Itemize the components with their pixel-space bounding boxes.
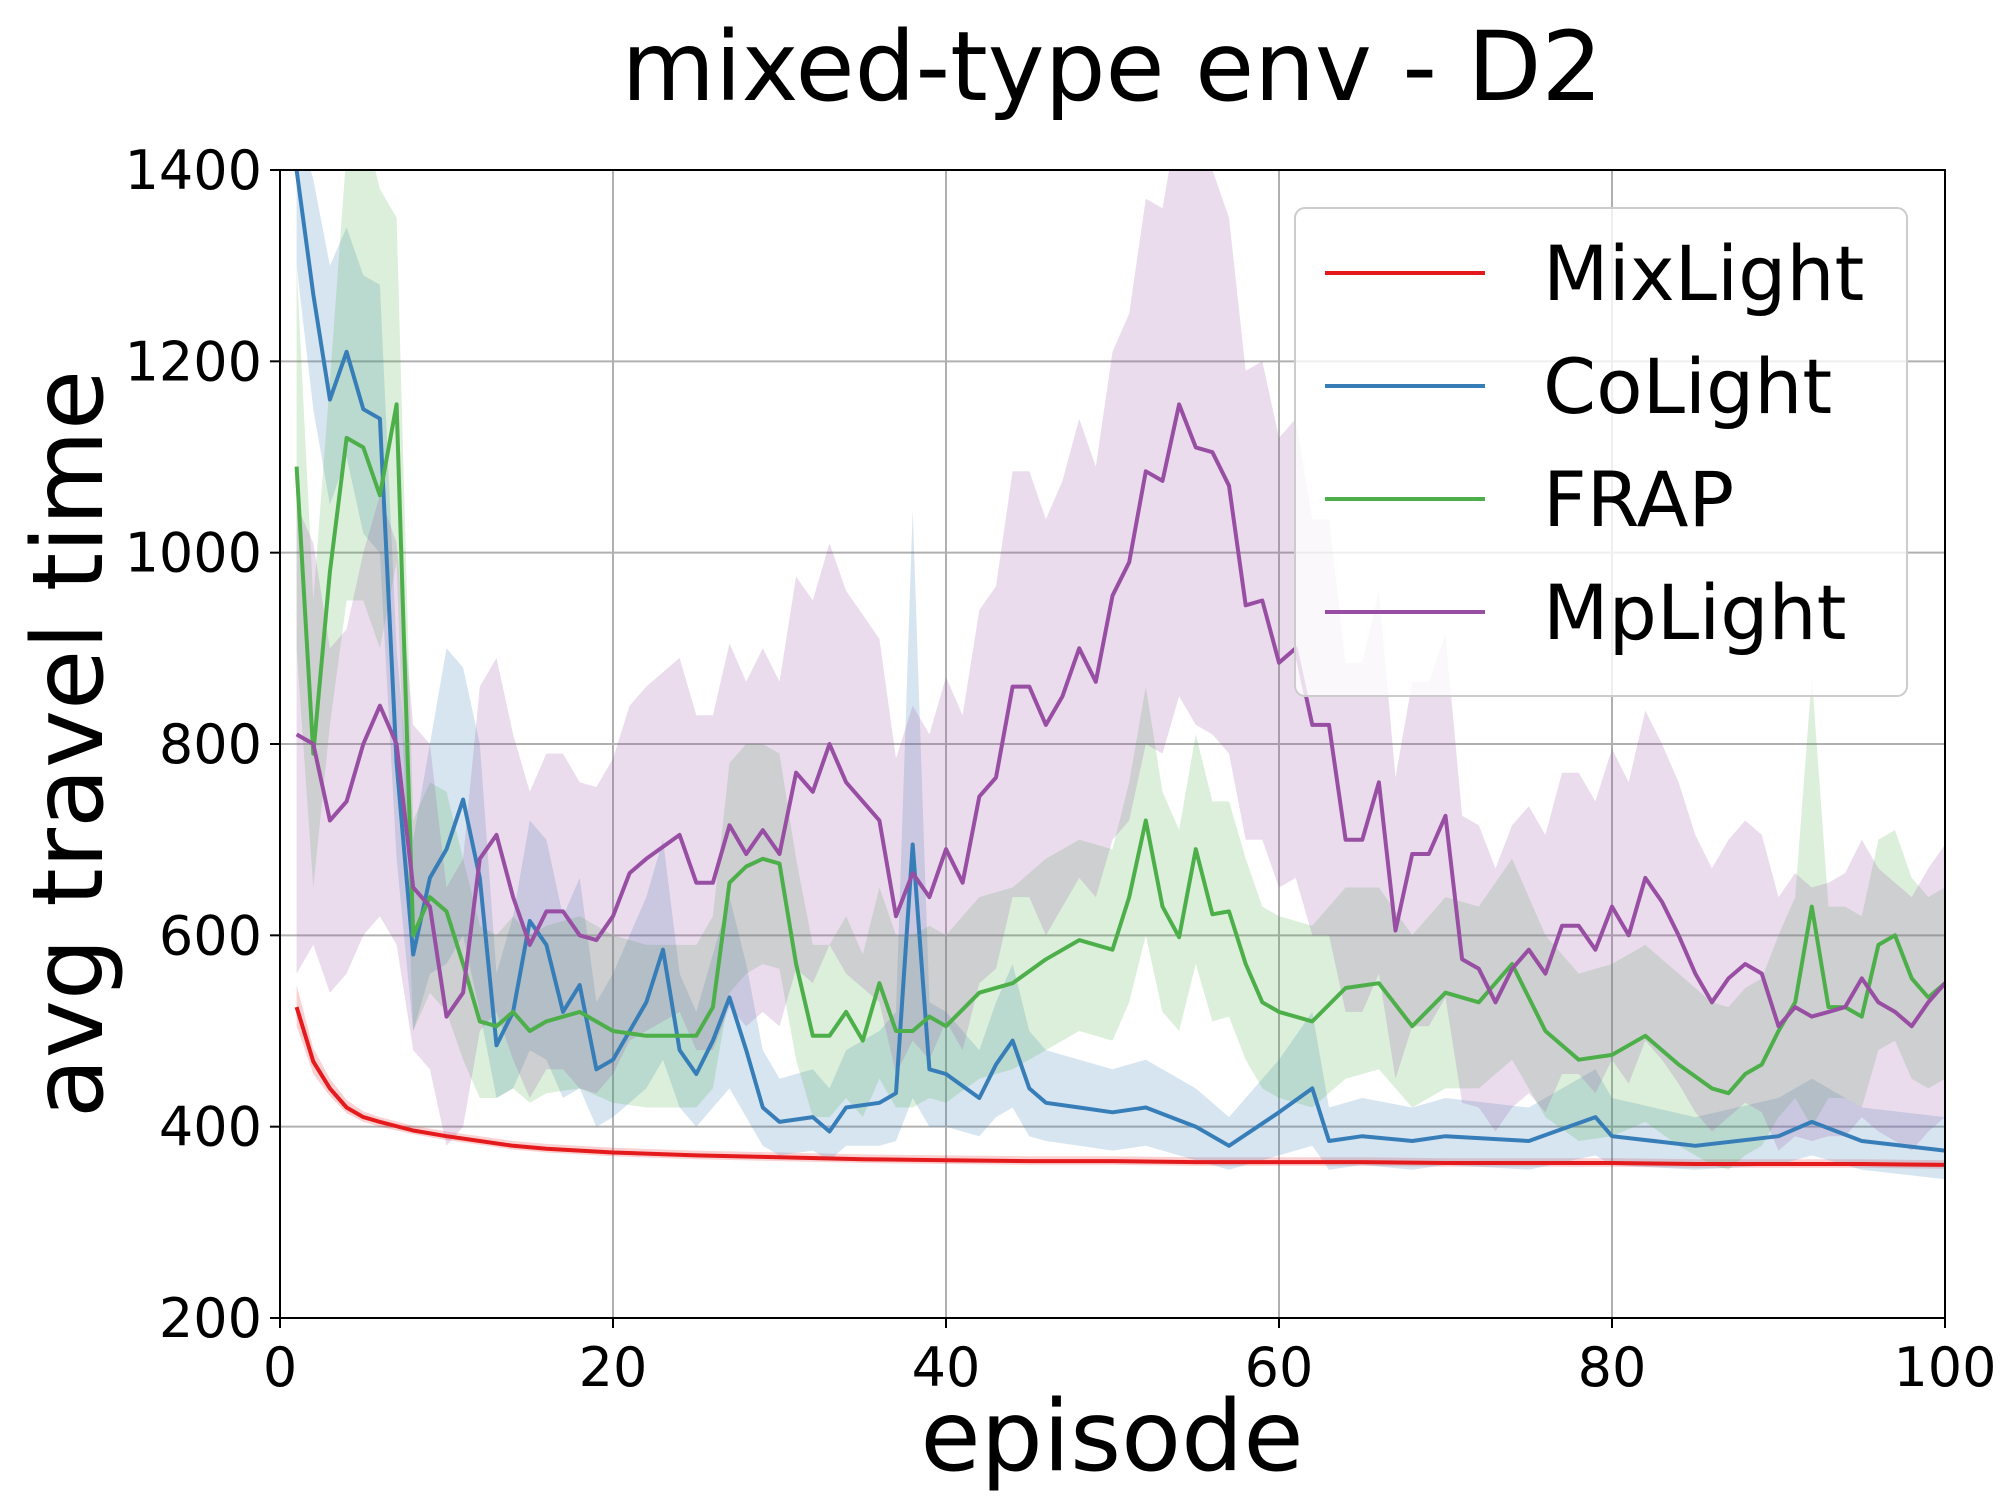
axis-ticks: 0 20 40 60 80 100 200 400 600 800 1000 1200 1400 bbox=[125, 139, 1997, 1399]
series-lines bbox=[294, 170, 1945, 1167]
mplight-series-line bbox=[295, 402, 1945, 1029]
x-tick-label: 20 bbox=[579, 1336, 648, 1399]
legend-label-frap: FRAP bbox=[1543, 455, 1734, 544]
y-tick-label: 400 bbox=[159, 1096, 262, 1159]
y-tick-label: 600 bbox=[159, 904, 262, 967]
x-tick-label: 100 bbox=[1893, 1336, 1996, 1399]
confidence-bands bbox=[296, 170, 1945, 1180]
legend-label-mplight: MpLight bbox=[1543, 568, 1846, 657]
frap-confidence-band bbox=[296, 170, 1945, 1170]
y-tick-label: 1200 bbox=[125, 330, 262, 393]
chart-title: mixed-type env - D2 bbox=[621, 11, 1602, 123]
colight-series-line bbox=[294, 170, 1945, 1153]
x-tick-label: 40 bbox=[912, 1336, 981, 1399]
legend-label-mixlight: MixLight bbox=[1543, 229, 1864, 318]
y-tick-label: 1000 bbox=[125, 522, 262, 585]
y-axis-title: avg travel time bbox=[12, 370, 126, 1118]
y-tick-label: 800 bbox=[159, 713, 262, 776]
legend-label-colight: CoLight bbox=[1543, 342, 1832, 431]
legend: MixLight CoLight FRAP MpLight bbox=[1294, 207, 1908, 697]
x-axis-title: episode bbox=[920, 1380, 1303, 1494]
mixlight-series-line bbox=[294, 1006, 1945, 1167]
x-tick-label: 80 bbox=[1578, 1336, 1647, 1399]
legend-box bbox=[1294, 207, 1908, 697]
x-tick-label: 0 bbox=[263, 1336, 297, 1399]
mplight-confidence-band bbox=[296, 170, 1945, 1151]
y-tick-label: 200 bbox=[159, 1287, 262, 1350]
x-tick-label: 60 bbox=[1245, 1336, 1314, 1399]
frap-series-line bbox=[294, 402, 1945, 1096]
y-tick-label: 1400 bbox=[125, 139, 262, 202]
